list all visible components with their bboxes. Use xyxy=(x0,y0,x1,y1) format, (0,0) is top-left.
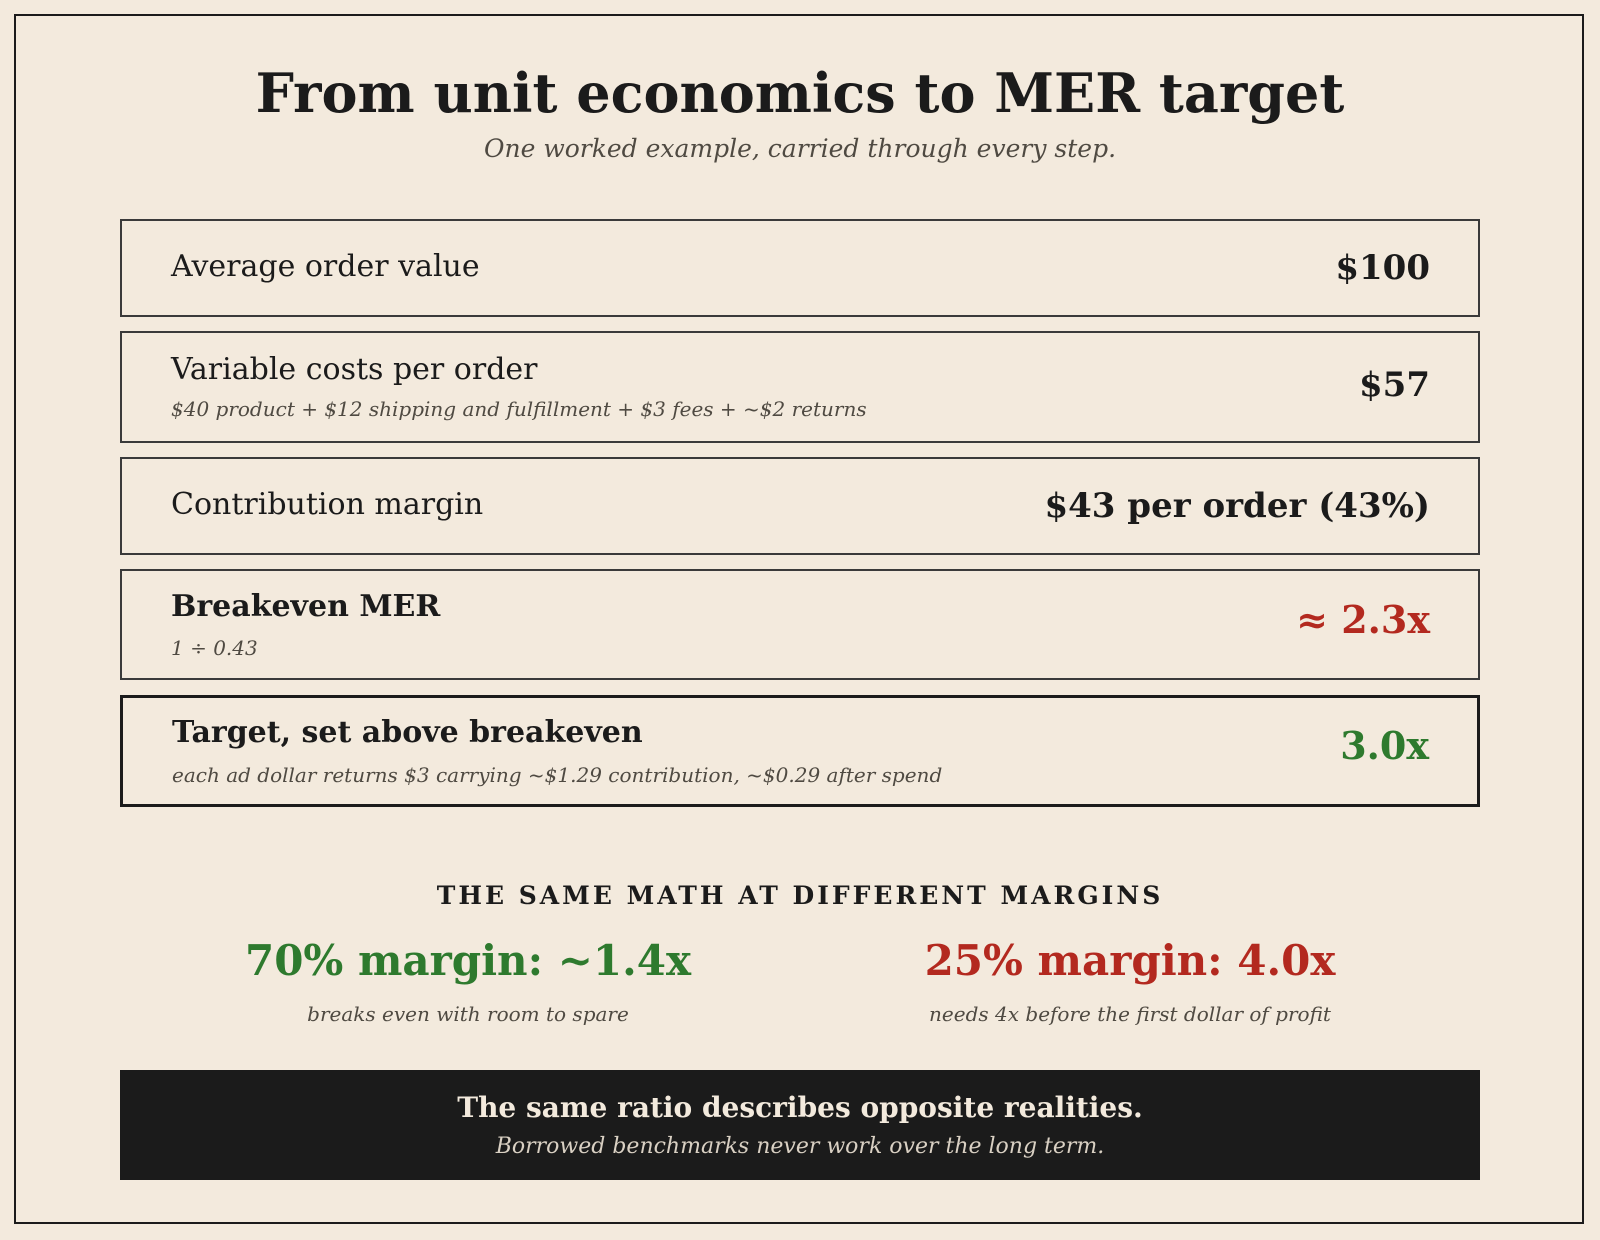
step-label: Target, set above breakeven xyxy=(172,715,643,750)
step-average-order-value: Average order value $100 xyxy=(120,219,1480,317)
step-detail: $40 product + $12 shipping and fulfillme… xyxy=(171,397,867,421)
step-breakeven-mer: Breakeven MER 1 ÷ 0.43 ≈ 2.3x xyxy=(120,569,1480,680)
comparison-headline: 25% margin: 4.0x xyxy=(924,936,1336,985)
comparison-note: needs 4x before the first dollar of prof… xyxy=(929,1002,1331,1026)
step-label: Contribution margin xyxy=(171,487,484,522)
step-detail: each ad dollar returns $3 carrying ~$1.2… xyxy=(172,763,943,787)
comparison-headline: 70% margin: ~1.4x xyxy=(244,936,692,985)
step-value: $57 xyxy=(1359,365,1430,405)
step-variable-costs: Variable costs per order $40 product + $… xyxy=(120,331,1480,443)
step-value: 3.0x xyxy=(1340,723,1429,768)
comparison-low-margin: 25% margin: 4.0x needs 4x before the fir… xyxy=(780,935,1480,1027)
step-value: $43 per order (43%) xyxy=(1044,486,1430,526)
step-value: $100 xyxy=(1335,248,1430,288)
comparison-heading: THE SAME MATH AT DIFFERENT MARGINS xyxy=(436,881,1164,910)
comparison-note: breaks even with room to spare xyxy=(307,1002,629,1026)
step-label: Average order value xyxy=(171,249,480,284)
step-detail: 1 ÷ 0.43 xyxy=(171,636,258,660)
banner-subline: Borrowed benchmarks never work over the … xyxy=(495,1134,1105,1159)
step-target-mer: Target, set above breakeven each ad doll… xyxy=(120,695,1480,807)
page-frame xyxy=(14,14,1584,1224)
step-contribution-margin: Contribution margin $43 per order (43%) xyxy=(120,457,1480,555)
comparison-high-margin: 70% margin: ~1.4x breaks even with room … xyxy=(118,935,818,1027)
step-label: Variable costs per order xyxy=(171,352,538,387)
step-value: ≈ 2.3x xyxy=(1296,597,1430,642)
step-label: Breakeven MER xyxy=(171,589,441,624)
page-subtitle: One worked example, carried through ever… xyxy=(483,134,1117,163)
banner-headline: The same ratio describes opposite realit… xyxy=(457,1091,1143,1124)
takeaway-banner: The same ratio describes opposite realit… xyxy=(120,1070,1480,1180)
page-title: From unit economics to MER target xyxy=(255,61,1345,125)
